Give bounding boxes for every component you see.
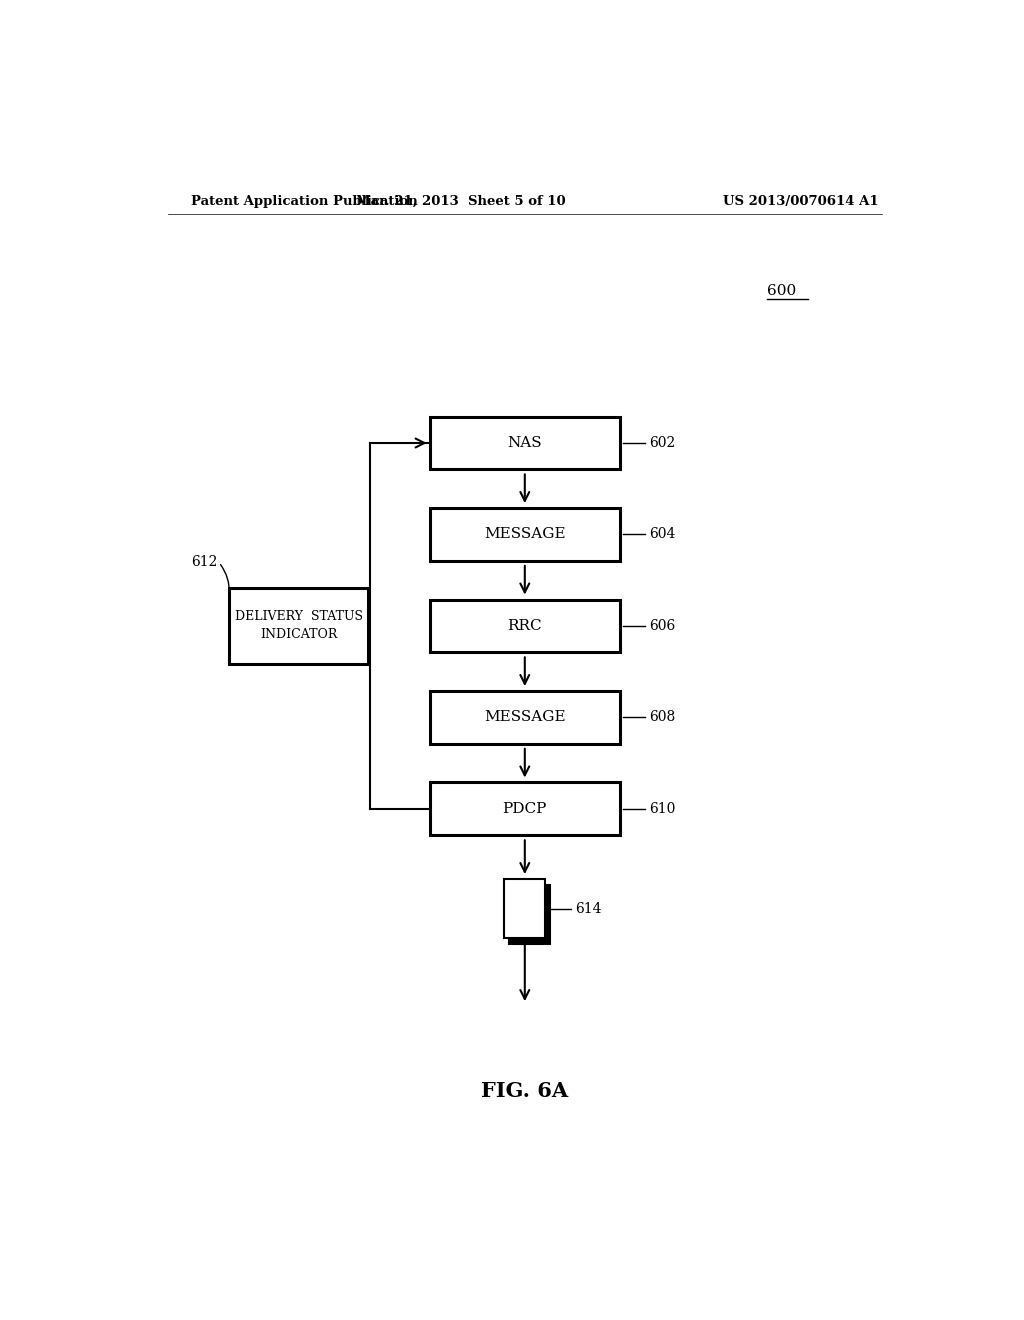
Text: 602: 602 xyxy=(649,436,676,450)
Text: MESSAGE: MESSAGE xyxy=(484,528,565,541)
Text: FIG. 6A: FIG. 6A xyxy=(481,1081,568,1101)
Text: Mar. 21, 2013  Sheet 5 of 10: Mar. 21, 2013 Sheet 5 of 10 xyxy=(356,194,566,207)
Text: 610: 610 xyxy=(649,801,676,816)
Text: 600: 600 xyxy=(767,284,796,297)
Bar xyxy=(430,599,621,652)
Text: 608: 608 xyxy=(649,710,676,725)
Bar xyxy=(504,879,546,939)
Text: RRC: RRC xyxy=(508,619,542,634)
Text: Patent Application Publication: Patent Application Publication xyxy=(191,194,418,207)
Bar xyxy=(430,783,621,836)
Text: 606: 606 xyxy=(649,619,676,634)
Text: MESSAGE: MESSAGE xyxy=(484,710,565,725)
Text: 604: 604 xyxy=(649,528,676,541)
Text: DELIVERY  STATUS
INDICATOR: DELIVERY STATUS INDICATOR xyxy=(234,610,362,642)
Text: NAS: NAS xyxy=(508,436,542,450)
Bar xyxy=(430,508,621,561)
Text: PDCP: PDCP xyxy=(503,801,547,816)
Bar xyxy=(430,417,621,470)
Bar xyxy=(509,886,550,944)
Text: 612: 612 xyxy=(190,556,217,569)
Text: US 2013/0070614 A1: US 2013/0070614 A1 xyxy=(723,194,879,207)
Bar xyxy=(430,690,621,744)
Text: 614: 614 xyxy=(574,902,601,916)
Bar xyxy=(229,587,368,664)
